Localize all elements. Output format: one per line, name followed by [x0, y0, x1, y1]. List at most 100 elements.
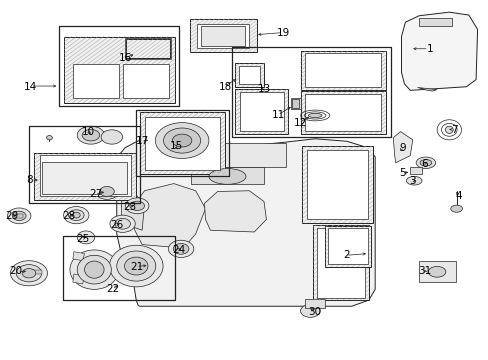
Ellipse shape: [415, 157, 435, 168]
Bar: [122, 64, 168, 98]
Bar: [312, 225, 368, 300]
Text: 27: 27: [89, 189, 102, 199]
Ellipse shape: [427, 266, 445, 277]
Bar: [126, 40, 170, 58]
Bar: [305, 53, 380, 87]
Bar: [63, 235, 175, 300]
Ellipse shape: [308, 113, 322, 118]
Text: 4: 4: [455, 191, 462, 201]
Bar: [196, 24, 249, 48]
Polygon shape: [42, 162, 127, 194]
Bar: [300, 51, 385, 90]
Ellipse shape: [125, 198, 149, 214]
Ellipse shape: [406, 176, 421, 185]
Ellipse shape: [16, 265, 41, 282]
Text: 24: 24: [172, 245, 185, 255]
Text: 25: 25: [76, 234, 89, 244]
Polygon shape: [122, 187, 144, 230]
Text: 1: 1: [426, 44, 432, 54]
Polygon shape: [117, 137, 374, 306]
Bar: [238, 66, 260, 84]
Ellipse shape: [115, 219, 130, 229]
Ellipse shape: [100, 186, 114, 197]
Bar: [73, 64, 119, 98]
Bar: [34, 153, 136, 200]
Bar: [232, 47, 390, 137]
Bar: [302, 146, 372, 223]
Text: 16: 16: [118, 53, 131, 63]
Ellipse shape: [84, 261, 104, 278]
Bar: [40, 155, 131, 196]
Ellipse shape: [168, 240, 193, 257]
Bar: [64, 37, 175, 103]
Bar: [232, 47, 390, 137]
Bar: [418, 18, 451, 26]
Ellipse shape: [63, 207, 89, 224]
Text: 3: 3: [408, 176, 415, 186]
Ellipse shape: [445, 126, 452, 134]
Text: 2: 2: [343, 250, 349, 260]
Text: 7: 7: [450, 125, 457, 135]
Text: 23: 23: [123, 202, 136, 212]
Bar: [181, 143, 285, 167]
Ellipse shape: [208, 168, 245, 184]
Text: 20: 20: [10, 266, 23, 276]
Ellipse shape: [72, 212, 80, 218]
Polygon shape: [73, 274, 84, 284]
Polygon shape: [401, 12, 477, 90]
Ellipse shape: [173, 243, 188, 254]
Text: 8: 8: [26, 175, 33, 185]
Ellipse shape: [46, 135, 52, 140]
Ellipse shape: [130, 201, 144, 211]
Bar: [300, 91, 385, 134]
Bar: [418, 261, 455, 282]
Ellipse shape: [117, 251, 156, 281]
Text: 22: 22: [106, 284, 119, 294]
Ellipse shape: [124, 257, 148, 275]
Bar: [59, 26, 178, 107]
Bar: [328, 228, 367, 264]
Bar: [316, 228, 365, 298]
Polygon shape: [417, 87, 436, 91]
Bar: [30, 270, 42, 274]
Bar: [200, 26, 245, 45]
Text: 30: 30: [308, 307, 321, 317]
Ellipse shape: [450, 205, 462, 212]
Bar: [305, 300, 325, 309]
Bar: [140, 112, 224, 174]
Text: 31: 31: [417, 266, 430, 276]
Ellipse shape: [77, 231, 95, 244]
Ellipse shape: [68, 210, 84, 221]
Text: 12: 12: [293, 118, 306, 128]
Bar: [125, 38, 171, 59]
Ellipse shape: [77, 126, 104, 144]
Text: 11: 11: [271, 111, 285, 121]
Text: 29: 29: [5, 211, 18, 221]
Bar: [144, 117, 220, 170]
Text: 26: 26: [110, 220, 123, 230]
Ellipse shape: [109, 245, 163, 287]
Bar: [305, 94, 380, 131]
Polygon shape: [190, 167, 264, 184]
Text: 9: 9: [399, 143, 406, 153]
Ellipse shape: [10, 261, 47, 286]
Bar: [136, 110, 228, 176]
Bar: [234, 89, 288, 134]
Bar: [306, 149, 367, 220]
Bar: [29, 126, 140, 203]
Text: 21: 21: [130, 262, 143, 272]
Text: 5: 5: [399, 168, 406, 178]
Text: 28: 28: [62, 211, 76, 221]
Ellipse shape: [419, 159, 431, 166]
Ellipse shape: [82, 130, 100, 141]
Bar: [29, 126, 140, 203]
Ellipse shape: [101, 130, 122, 144]
Bar: [234, 63, 264, 87]
Text: 19: 19: [276, 28, 289, 38]
Polygon shape: [392, 132, 412, 163]
Text: 15: 15: [169, 141, 183, 151]
Bar: [239, 92, 284, 131]
Bar: [409, 167, 422, 174]
Text: 6: 6: [421, 159, 427, 169]
Ellipse shape: [139, 258, 160, 273]
